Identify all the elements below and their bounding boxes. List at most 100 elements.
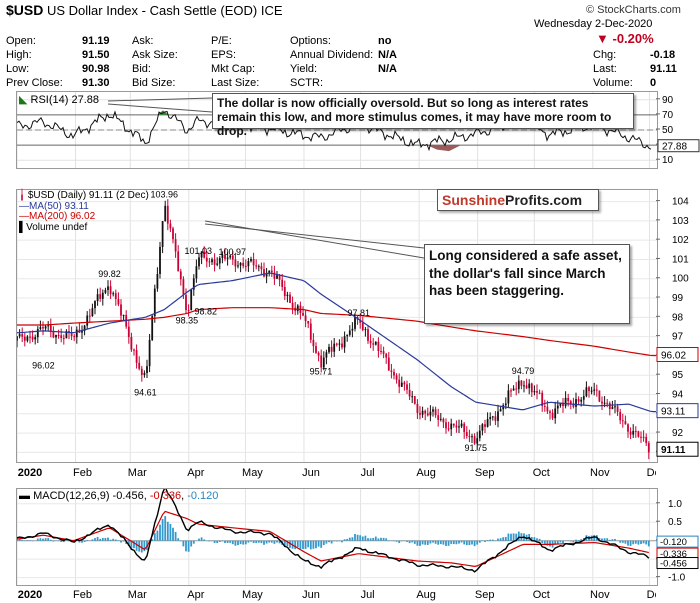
macd-histogram-bar [361, 536, 364, 541]
price-bar-body [263, 269, 265, 277]
macd-histogram-bar [302, 540, 304, 550]
price-bar-body [104, 290, 107, 293]
price-tick-label: 95 [672, 370, 684, 381]
month-label-dec: Dec [647, 589, 656, 601]
macd-histogram-bar [473, 540, 476, 547]
price-bar-body [260, 266, 263, 270]
macd-histogram-bar [104, 537, 107, 541]
macd-legend-macd: -0.456 [112, 490, 144, 502]
macd-histogram-bar [299, 540, 302, 549]
macd-tag-box [656, 557, 699, 570]
macd-histogram-bar [512, 533, 515, 541]
symbol-label: $USD [6, 2, 44, 18]
price-bar-body [291, 302, 294, 308]
macd-histogram-bar [426, 540, 429, 545]
macd-histogram-bar [445, 540, 447, 546]
price-annotation: 101.03 [184, 246, 212, 256]
macd-histogram-bar [185, 540, 187, 552]
macd-histogram-bar [577, 540, 580, 541]
price-bar-body [577, 399, 580, 402]
macd-histogram-bar [372, 537, 375, 541]
month-label-oct: Oct [533, 589, 550, 601]
macd-histogram-bar [81, 540, 83, 543]
macd-histogram-bar [627, 540, 629, 546]
price-bar-body [307, 320, 310, 324]
price-bar-body [382, 351, 385, 354]
price-bar-body [278, 275, 281, 280]
ma200-legend: —MA(200) 96.02 [19, 211, 149, 223]
macd-histogram-bar [83, 540, 86, 542]
price-bar-body [190, 289, 193, 311]
macd-histogram-bar [335, 540, 338, 542]
macd-histogram-bar [304, 540, 307, 549]
quote-label: Chg: [593, 49, 617, 61]
macd-histogram-bar [156, 530, 159, 541]
macd-histogram-bar [645, 540, 648, 545]
rsi-axis: 907050301027.88 [656, 95, 700, 166]
macd-histogram-bar [382, 537, 385, 541]
price-bar-body [185, 294, 187, 310]
price-bar-body [398, 379, 401, 387]
price-bar-body [289, 294, 291, 303]
quote-label: P/E: [211, 35, 232, 47]
macd-histogram-bar [244, 540, 247, 545]
price-bar-body [112, 293, 115, 295]
change-percent: ▼ -0.20% [596, 31, 654, 46]
price-bar-body [647, 443, 650, 453]
macd-histogram-bar [224, 540, 226, 543]
macd-histogram-bar [101, 537, 104, 541]
macd-tag: -0.336 [660, 549, 687, 560]
macd-histogram-bar [203, 539, 206, 541]
macd-legend-prefix: MACD(12,26,9) [33, 490, 110, 502]
price-bar-body [31, 336, 34, 340]
quote-date: Wednesday 2-Dec-2020 [534, 18, 653, 30]
macd-histogram-bar [143, 540, 146, 552]
price-bar-body [205, 257, 208, 262]
month-label-aug: Aug [416, 467, 436, 479]
price-bar-body [177, 251, 180, 272]
price-bar-body [361, 322, 364, 330]
price-bar-body [497, 411, 499, 421]
price-bar-body [161, 221, 164, 247]
month-label-mar: Mar [128, 467, 147, 479]
price-annotation: 100.97 [218, 247, 246, 257]
rsi-legend: ◣ RSI(14) 27.88 [19, 93, 99, 106]
price-annotation: 94.79 [512, 366, 535, 376]
price-bar-body [471, 436, 473, 438]
macd-histogram-bar [406, 540, 408, 542]
price-bar-body [543, 406, 546, 408]
price-bar-body [582, 396, 585, 400]
price-bar-body [486, 419, 489, 427]
price-bar-body [606, 402, 609, 404]
rsi-tick-label: 70 [662, 110, 674, 121]
price-bar-body [411, 396, 414, 398]
price-bar-body [556, 405, 559, 409]
macd-histogram-bar [593, 534, 596, 541]
macd-histogram-bar [432, 540, 434, 543]
macd-histogram-bar [86, 539, 89, 541]
macd-histogram-bar [263, 540, 265, 545]
price-bar-body [468, 436, 471, 438]
macd-histogram-bar [250, 540, 252, 542]
price-bar-body [16, 336, 18, 341]
macd-histogram-bar [562, 540, 564, 544]
month-label-nov: Nov [590, 467, 610, 479]
quote-value: 91.19 [82, 35, 110, 47]
macd-tick-label: 0.5 [668, 517, 682, 528]
price-bar-body [393, 371, 395, 376]
price-bar-body [619, 411, 622, 421]
macd-histogram-bar [533, 537, 536, 541]
price-bar-body [408, 389, 411, 397]
macd-histogram-bar [598, 538, 601, 541]
price-bar-body [377, 341, 380, 352]
macd-histogram-bar [226, 540, 229, 543]
price-bar-body [117, 299, 120, 305]
price-bar-body [239, 262, 242, 266]
price-bar-body [109, 286, 112, 294]
quote-label: High: [6, 49, 32, 61]
macd-histogram-bar [283, 540, 286, 547]
macd-histogram-bar [434, 540, 437, 544]
price-bar-body [234, 259, 237, 267]
price-bar-body [593, 389, 596, 391]
price-bar-body [130, 336, 133, 350]
